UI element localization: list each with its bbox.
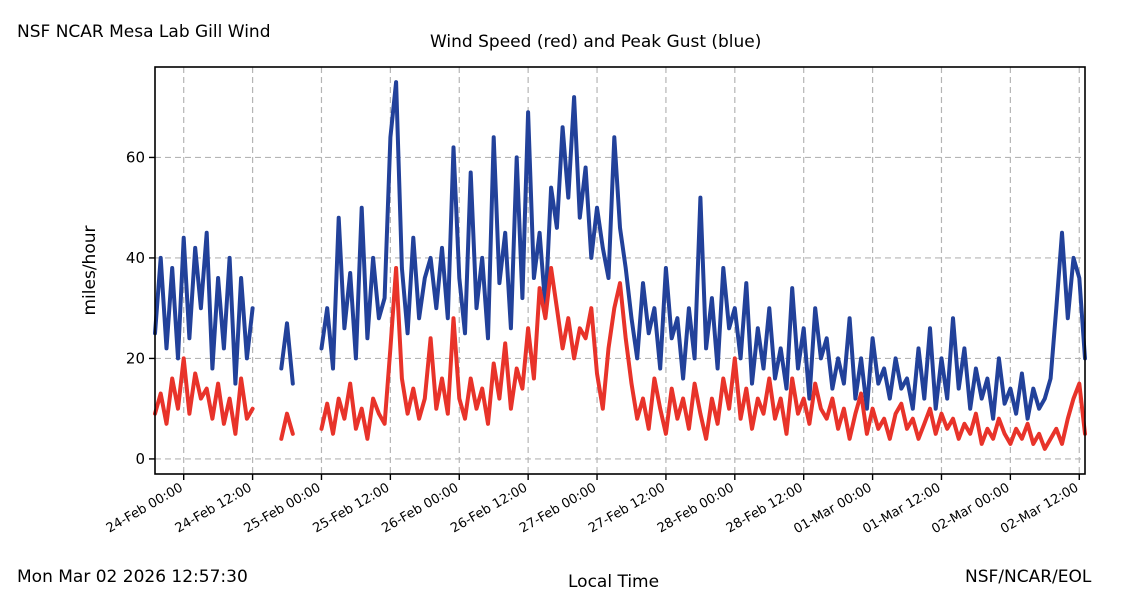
y-tick-label: 60 [126, 148, 145, 166]
x-tick-label: 25-Feb 12:00 [311, 480, 393, 536]
x-tick-label: 27-Feb 00:00 [517, 480, 599, 536]
station-title: NSF NCAR Mesa Lab Gill Wind [17, 22, 271, 42]
plot-frame [154, 66, 1086, 475]
chart-title: Wind Speed (red) and Peak Gust (blue) [430, 32, 762, 52]
peak-gust-line [319, 80, 1087, 421]
x-tick-label: 26-Feb 12:00 [448, 480, 530, 536]
x-tick-label: 24-Feb 12:00 [173, 480, 255, 536]
y-axis: 0 20 40 60 [126, 148, 155, 468]
peak-gust-line [153, 230, 255, 386]
wind-speed-line [279, 411, 295, 441]
credit-label: NSF/NCAR/EOL [965, 567, 1092, 587]
x-tick-label: 26-Feb 00:00 [379, 480, 461, 536]
wind-speed-line [319, 266, 1087, 451]
generated-timestamp: Mon Mar 02 2026 12:57:30 [17, 567, 248, 587]
y-tick-label: 40 [126, 249, 145, 267]
x-axis-label: Local Time [568, 572, 660, 592]
series-layer [153, 80, 1087, 451]
x-tick-label: 27-Feb 12:00 [586, 480, 668, 536]
y-tick-label: 20 [126, 349, 145, 367]
peak-gust-line [279, 321, 295, 386]
wind-speed-line [153, 356, 255, 436]
x-tick-label: 24-Feb 00:00 [104, 480, 186, 536]
x-tick-label: 25-Feb 00:00 [242, 480, 324, 536]
x-tick-label: 02-Mar 12:00 [998, 480, 1081, 537]
grid [155, 67, 1085, 474]
x-tick-label: 28-Feb 00:00 [655, 480, 737, 536]
y-axis-label: miles/hour [80, 226, 100, 316]
y-tick-label: 0 [135, 450, 145, 468]
